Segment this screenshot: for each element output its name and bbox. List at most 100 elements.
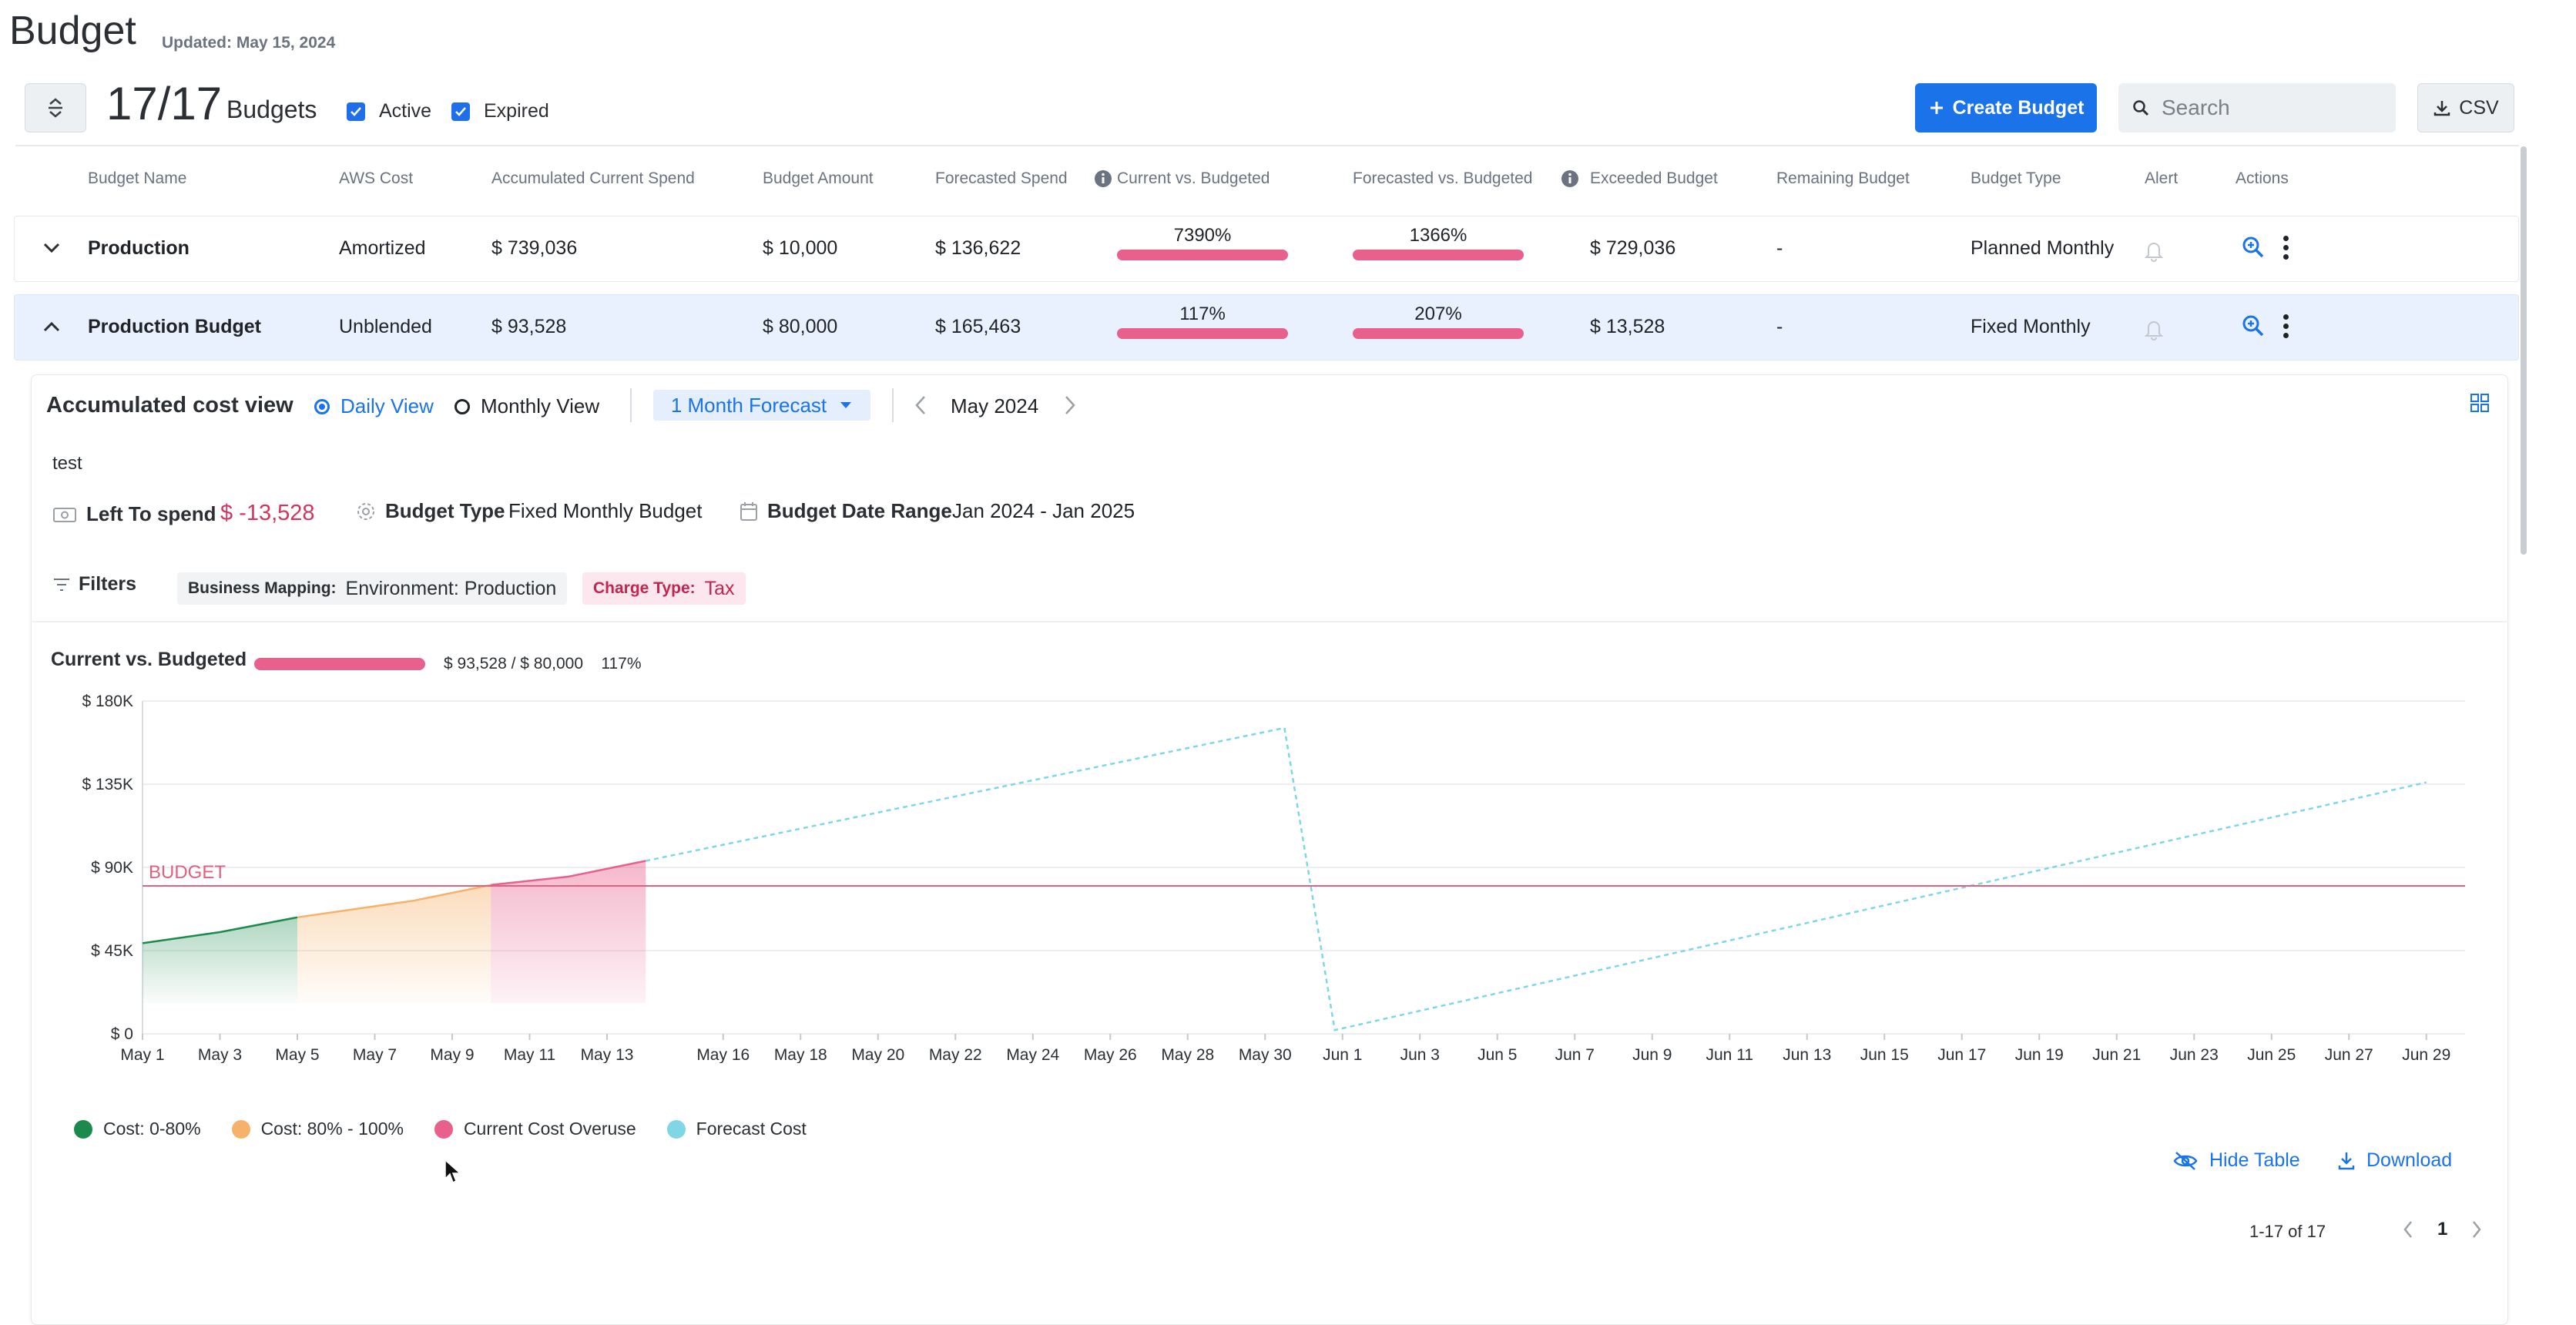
forecasted-vs-budgeted: 207% [1353,304,1524,339]
x-tick-label: Jun 19 [2015,1046,2064,1063]
current-vs-budgeted-bar [1117,250,1288,260]
y-tick-label: $ 90K [91,859,133,877]
series-overuse-area [491,860,646,1003]
table-row[interactable] [14,216,2519,282]
y-tick-label: $ 135K [82,776,133,793]
month-label: May 2024 [951,394,1039,418]
expired-checkbox[interactable]: Expired [451,100,549,122]
budget-type-value: Fixed Monthly Budget [508,499,703,522]
legend-item-forecast[interactable]: Forecast Cost [666,1119,807,1139]
filter-chip-charge-type[interactable]: Charge Type: Tax [582,572,746,605]
y-tick-label: $ 180K [82,693,133,710]
csv-export-button[interactable]: CSV [2417,83,2514,132]
daily-view-radio[interactable]: Daily View [314,394,434,418]
hide-table-button[interactable]: Hide Table [2172,1149,2300,1172]
budget-name[interactable]: Production [88,237,190,259]
money-icon [53,507,76,522]
budget-type: Planned Monthly [1971,237,2115,259]
x-tick-label: Jun 21 [2092,1046,2141,1063]
current-page[interactable]: 1 [2437,1219,2448,1239]
budget-count: 17/17 [106,78,223,129]
previous-month-icon[interactable] [914,394,927,416]
more-options-icon[interactable] [2282,236,2289,260]
legend-item-overuse[interactable]: Current Cost Overuse [434,1119,636,1139]
download-button[interactable]: Download [2337,1149,2452,1172]
zoom-icon[interactable] [2242,314,2265,337]
column-header-budget-type[interactable]: Budget Type [1971,169,2061,187]
series-forecast-line [645,726,2427,1031]
date-range-label-group: Budget Date Range [740,499,952,523]
forecasted-vs-budgeted: 1366% [1353,225,1524,260]
create-budget-button[interactable]: Create Budget [1915,83,2097,132]
x-axis-ticks: May 1 May 3 May 5 May 7 May 9 May 11 May 13 May… [120,1034,2450,1063]
column-header-exceeded-budget[interactable]: Exceeded Budget [1590,169,1718,187]
active-checkbox[interactable]: Active [347,100,431,122]
search-input[interactable]: Search [2118,83,2396,132]
next-page-icon[interactable] [2470,1219,2483,1239]
download-icon [2434,101,2450,116]
current-vs-budgeted-value: 7390% [1173,225,1232,246]
column-header-aws-cost[interactable]: AWS Cost [339,169,414,187]
previous-page-icon[interactable] [2402,1219,2414,1239]
plus-icon [1930,102,1943,114]
filter-icon [54,578,69,591]
x-tick-label: Jun 9 [1632,1046,1672,1063]
x-tick-label: Jun 27 [2325,1046,2373,1063]
forecasted-spend: $ 136,622 [935,237,1021,259]
column-header-forecasted-vs-budgeted[interactable]: Forecasted vs. Budgeted [1353,169,1533,187]
x-tick-label: Jun 3 [1400,1046,1440,1063]
updated-timestamp: Updated: May 15, 2024 [162,34,336,52]
divider [630,388,632,422]
column-header-forecasted-spend[interactable]: Forecasted Spend [935,169,1068,187]
column-header-actions: Actions [2236,169,2289,187]
column-header-budget-name[interactable]: Budget Name [88,169,187,187]
info-icon[interactable] [1094,169,1112,188]
budget-type: Fixed Monthly [1971,316,2091,337]
budget-line-group: BUDGET [143,862,2465,887]
chevron-down-icon[interactable] [42,240,62,256]
create-budget-label: Create Budget [1952,96,2085,119]
divider [32,621,2507,622]
legend-item-cost-0-80[interactable]: Cost: 0-80% [74,1119,201,1139]
csv-label: CSV [2459,96,2499,119]
legend-item-cost-80-100[interactable]: Cost: 80% - 100% [231,1119,404,1139]
download-label: Download [2366,1149,2453,1171]
forecast-select[interactable]: 1 Month Forecast [653,390,870,421]
forecast-select-value: 1 Month Forecast [670,393,827,417]
table-row-selected[interactable] [14,294,2519,361]
budget-detail-panel [31,374,2508,1325]
filter-value: Tax [704,577,735,599]
zoom-icon[interactable] [2242,236,2265,259]
budget-count-label: Budgets [226,96,317,123]
filter-chip-business-mapping[interactable]: Business Mapping: Environment: Productio… [177,572,568,605]
monthly-view-radio[interactable]: Monthly View [454,394,599,418]
bell-icon[interactable] [2143,317,2165,340]
expired-label: Expired [484,100,549,122]
active-label: Active [379,100,432,122]
x-tick-label: Jun 17 [1937,1046,1986,1063]
next-month-icon[interactable] [1063,394,1077,416]
x-tick-label: May 3 [198,1046,242,1063]
accumulated-cost-title: Accumulated cost view [46,393,293,418]
budget-name[interactable]: Production Budget [88,316,261,337]
info-icon[interactable] [1561,169,1579,188]
column-header-current-vs-budgeted[interactable]: Current vs. Budgeted [1117,169,1270,187]
bell-icon[interactable] [2143,239,2165,262]
grid-view-icon[interactable] [2470,393,2490,413]
divider [15,145,2519,146]
series-cost-0-80-line [142,916,298,944]
x-tick-label: May 9 [430,1046,474,1063]
series-overuse-line [491,860,646,887]
collapse-toggle-button[interactable] [25,83,86,132]
column-header-budget-amount[interactable]: Budget Amount [763,169,874,187]
column-header-accumulated-spend[interactable]: Accumulated Current Spend [491,169,695,187]
column-header-remaining-budget[interactable]: Remaining Budget [1776,169,1910,187]
x-tick-label: May 11 [504,1046,555,1063]
chevron-up-icon[interactable] [42,319,62,334]
filters-label: Filters [79,573,137,595]
vertical-scrollbar[interactable] [2521,146,2527,555]
left-to-spend-value: $ -13,528 [220,501,315,525]
mouse-cursor-icon [444,1159,462,1185]
more-options-icon[interactable] [2282,314,2289,338]
radio-unselected-icon [454,398,470,414]
